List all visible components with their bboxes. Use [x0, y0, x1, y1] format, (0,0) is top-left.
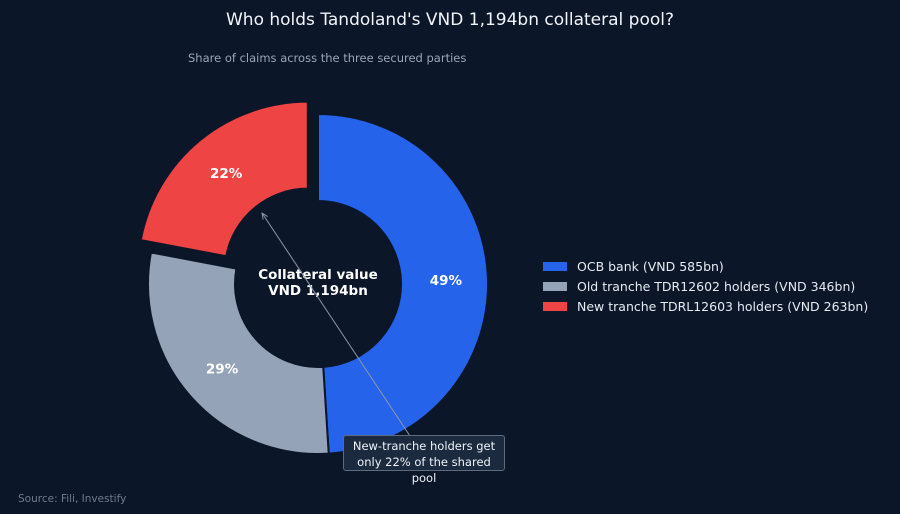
chart-subtitle: Share of claims across the three secured…: [188, 51, 467, 65]
legend-item-1[interactable]: OCB bank (VND 585bn): [543, 256, 868, 276]
legend-item-2[interactable]: Old tranche TDR12602 holders (VND 346bn): [543, 276, 868, 296]
slice-percent-label-1: 49%: [430, 273, 463, 289]
annotation-arrow: [262, 213, 411, 437]
legend-label-3: New tranche TDRL12603 holders (VND 263bn…: [577, 298, 869, 314]
center-label-value: VND 1,194bn: [268, 283, 368, 299]
chart-legend: OCB bank (VND 585bn) Old tranche TDR12602…: [543, 256, 868, 316]
annotation-line-1: New-tranche holders get: [352, 439, 496, 453]
legend-swatch-1: [543, 261, 567, 271]
legend-label-1: OCB bank (VND 585bn): [577, 258, 724, 274]
source-note: Source: Fili, Investify: [18, 493, 127, 505]
donut-slice-3: [139, 100, 309, 258]
slice-percent-label-3: 22%: [210, 166, 243, 182]
chart-title: Who holds Tandoland's VND 1,194bn collat…: [225, 10, 675, 30]
donut-slice-2: [147, 251, 330, 455]
center-label-title: Collateral value: [258, 267, 378, 283]
legend-label-2: Old tranche TDR12602 holders (VND 346bn): [577, 278, 856, 294]
legend-item-3[interactable]: New tranche TDRL12603 holders (VND 263bn…: [543, 296, 868, 316]
slice-percent-label-2: 29%: [206, 362, 239, 378]
legend-swatch-3: [543, 301, 567, 311]
annotation-box: New-tranche holders get only 22% of the …: [343, 435, 505, 485]
legend-swatch-2: [543, 281, 567, 291]
annotation-line-2: only 22% of the shared pool: [357, 455, 491, 485]
